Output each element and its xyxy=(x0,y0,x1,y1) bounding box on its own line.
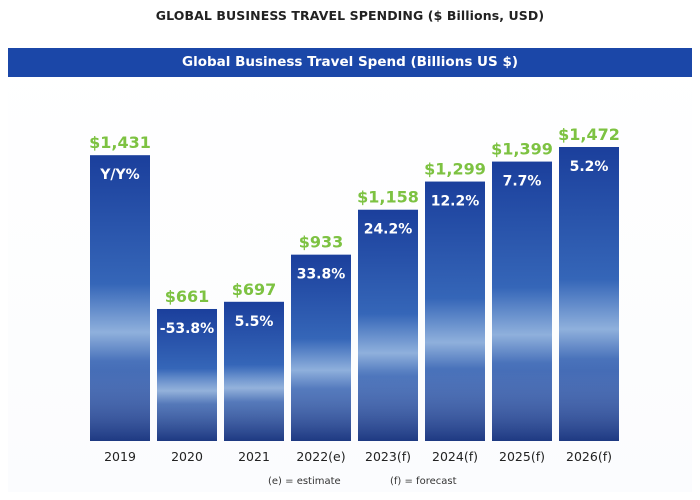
bar-shadow xyxy=(224,371,284,441)
value-label: $1,299 xyxy=(424,160,486,179)
bar-shadow xyxy=(90,371,150,441)
value-label: $697 xyxy=(232,280,277,299)
bar-shadow xyxy=(425,371,485,441)
yoy-label: Y/Y% xyxy=(99,167,139,183)
footnote-forecast: (f) = forecast xyxy=(390,476,457,487)
bar-shadow xyxy=(492,371,552,441)
page-title: GLOBAL BUSINESS TRAVEL SPENDING ($ Billi… xyxy=(155,8,545,23)
yoy-label: 24.2% xyxy=(364,222,413,238)
yoy-label: 5.2% xyxy=(570,159,609,175)
value-label: $1,399 xyxy=(491,140,553,159)
x-tick-label: 2024(f) xyxy=(432,449,478,464)
x-tick-label: 2021 xyxy=(238,449,270,464)
chart-title-banner: Global Business Travel Spend (Billions U… xyxy=(8,48,692,77)
x-tick-label: 2020 xyxy=(171,449,203,464)
footnote-estimate: (e) = estimate xyxy=(268,476,341,487)
value-label: $1,472 xyxy=(558,125,620,144)
x-tick-label: 2022(e) xyxy=(296,449,345,464)
value-label: $1,158 xyxy=(357,188,419,207)
yoy-label: 7.7% xyxy=(503,174,542,190)
yoy-label: -53.8% xyxy=(160,321,214,337)
bar-shadow xyxy=(291,371,351,441)
footnotes: (e) = estimate (f) = forecast xyxy=(0,476,700,492)
value-label: $933 xyxy=(299,233,344,252)
bar-shadow xyxy=(157,371,217,441)
bar-shadow xyxy=(559,371,619,441)
x-tick-label: 2025(f) xyxy=(499,449,545,464)
value-label: $1,431 xyxy=(89,133,151,152)
x-tick-label: 2019 xyxy=(104,449,136,464)
yoy-label: 33.8% xyxy=(297,267,346,283)
x-tick-label: 2023(f) xyxy=(365,449,411,464)
yoy-label: 12.2% xyxy=(431,194,480,210)
yoy-label: 5.5% xyxy=(235,314,274,330)
value-label: $661 xyxy=(165,287,210,306)
bar-shadow xyxy=(358,371,418,441)
x-tick-label: 2026(f) xyxy=(566,449,612,464)
